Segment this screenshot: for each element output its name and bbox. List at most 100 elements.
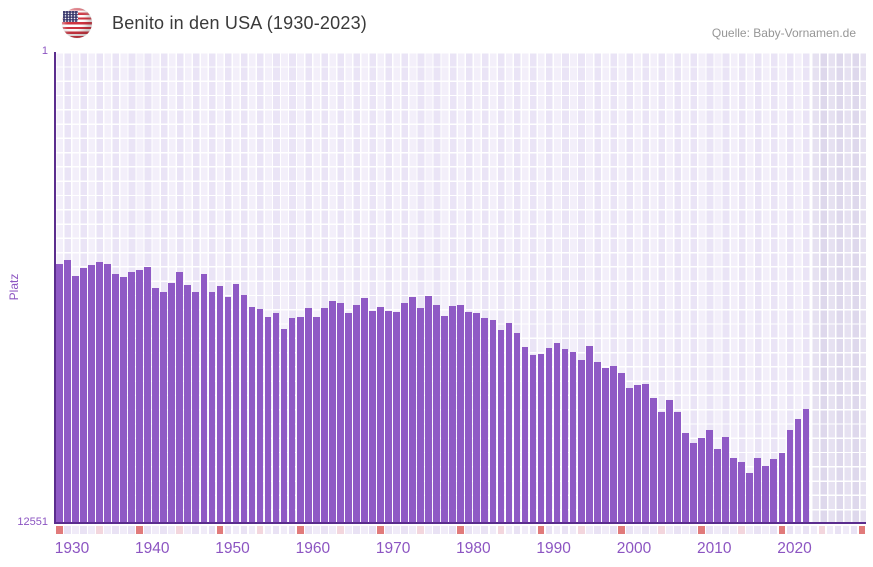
bar-1974[interactable] — [409, 296, 416, 523]
bar-1958[interactable] — [280, 328, 288, 523]
bar-1979[interactable] — [449, 306, 457, 523]
decade-marker-1980 — [457, 526, 465, 534]
bar-1954[interactable] — [248, 306, 256, 523]
bar-1992[interactable] — [553, 342, 561, 523]
bar-1990[interactable] — [537, 354, 545, 523]
bar-1975[interactable] — [417, 307, 424, 523]
bar-1942[interactable] — [152, 288, 160, 523]
bar-1978[interactable] — [441, 316, 449, 523]
bar-2001[interactable] — [625, 388, 633, 523]
bar-2002[interactable] — [634, 384, 641, 523]
bar-1972[interactable] — [393, 312, 400, 523]
bar-1995[interactable] — [577, 360, 585, 523]
bar-1973[interactable] — [401, 303, 408, 523]
bar-2010[interactable] — [698, 438, 705, 523]
bar-1933[interactable] — [80, 268, 87, 523]
bar-1984[interactable] — [489, 319, 497, 523]
bar-2006[interactable] — [666, 399, 673, 523]
bar-1999[interactable] — [609, 366, 617, 523]
bar-1988[interactable] — [521, 346, 529, 523]
bar-2015[interactable] — [738, 461, 746, 523]
bar-1986[interactable] — [505, 322, 513, 523]
bar-1983[interactable] — [481, 317, 489, 523]
bar-1987[interactable] — [513, 333, 521, 523]
bar-1960[interactable] — [296, 316, 304, 523]
bar-1970[interactable] — [377, 306, 384, 523]
bar-1997[interactable] — [593, 361, 601, 523]
bar-1931[interactable] — [64, 260, 71, 523]
bar-1951[interactable] — [224, 297, 232, 523]
bar-1935[interactable] — [96, 262, 103, 523]
bar-1940[interactable] — [136, 269, 143, 523]
bar-1967[interactable] — [353, 304, 360, 523]
plot-area[interactable] — [55, 52, 866, 523]
bar-2016[interactable] — [746, 473, 754, 523]
half-decade-marker-1935 — [96, 526, 103, 534]
bar-1941[interactable] — [144, 267, 151, 523]
bar-1946[interactable] — [184, 284, 192, 523]
bar-2005[interactable] — [658, 411, 665, 523]
bar-1961[interactable] — [304, 308, 312, 523]
bar-1976[interactable] — [425, 295, 432, 523]
bar-1932[interactable] — [72, 276, 79, 523]
bar-2012[interactable] — [714, 449, 721, 523]
bar-2007[interactable] — [674, 411, 681, 523]
bar-1965[interactable] — [336, 303, 344, 523]
bar-1962[interactable] — [312, 316, 320, 523]
bar-1948[interactable] — [200, 274, 208, 523]
bar-1969[interactable] — [369, 310, 376, 523]
bar-1937[interactable] — [112, 273, 119, 523]
bar-1993[interactable] — [561, 349, 569, 523]
bar-1955[interactable] — [256, 309, 264, 523]
bar-2020[interactable] — [778, 452, 786, 523]
bar-1939[interactable] — [128, 272, 135, 523]
bar-2019[interactable] — [770, 459, 778, 523]
strip-cell-1998 — [601, 526, 609, 534]
bar-1930[interactable] — [56, 263, 63, 523]
bar-1964[interactable] — [328, 300, 336, 523]
bar-2011[interactable] — [706, 429, 713, 523]
bar-1952[interactable] — [232, 283, 240, 523]
bar-2014[interactable] — [730, 458, 738, 523]
bar-1980[interactable] — [457, 304, 465, 523]
bar-2021[interactable] — [786, 429, 794, 523]
bar-2008[interactable] — [682, 432, 689, 523]
bar-1968[interactable] — [361, 297, 368, 523]
strip-cell-1978 — [441, 526, 449, 534]
bar-2017[interactable] — [754, 457, 762, 523]
bar-1981[interactable] — [465, 311, 473, 523]
bar-1998[interactable] — [601, 368, 609, 523]
bar-2022[interactable] — [794, 419, 802, 523]
bar-1956[interactable] — [264, 316, 272, 523]
bar-1936[interactable] — [104, 263, 111, 523]
bar-1943[interactable] — [160, 291, 168, 523]
bar-2009[interactable] — [690, 443, 697, 523]
bar-1989[interactable] — [529, 354, 537, 523]
bar-2004[interactable] — [650, 398, 657, 523]
bar-1959[interactable] — [288, 318, 296, 523]
bar-2013[interactable] — [722, 437, 729, 523]
bar-2000[interactable] — [617, 372, 625, 523]
bar-2018[interactable] — [762, 465, 770, 523]
bar-1994[interactable] — [569, 351, 577, 523]
bar-1985[interactable] — [497, 330, 505, 523]
bar-1944[interactable] — [168, 283, 176, 523]
bar-1957[interactable] — [272, 313, 280, 523]
bar-1949[interactable] — [208, 292, 216, 523]
bar-1934[interactable] — [88, 264, 95, 523]
bar-1966[interactable] — [345, 313, 352, 523]
bar-1963[interactable] — [320, 308, 328, 523]
bar-1971[interactable] — [385, 310, 392, 523]
bar-1996[interactable] — [585, 345, 593, 523]
bar-1991[interactable] — [545, 348, 553, 523]
strip-cell-2009 — [690, 526, 697, 534]
bar-1950[interactable] — [216, 286, 224, 523]
bar-1977[interactable] — [433, 304, 440, 523]
bar-1945[interactable] — [176, 271, 184, 523]
bar-1953[interactable] — [240, 294, 248, 523]
bar-1938[interactable] — [120, 277, 127, 523]
bar-2023[interactable] — [802, 408, 810, 523]
bar-1947[interactable] — [192, 291, 200, 523]
bar-1982[interactable] — [473, 313, 481, 523]
bar-2003[interactable] — [642, 384, 649, 523]
